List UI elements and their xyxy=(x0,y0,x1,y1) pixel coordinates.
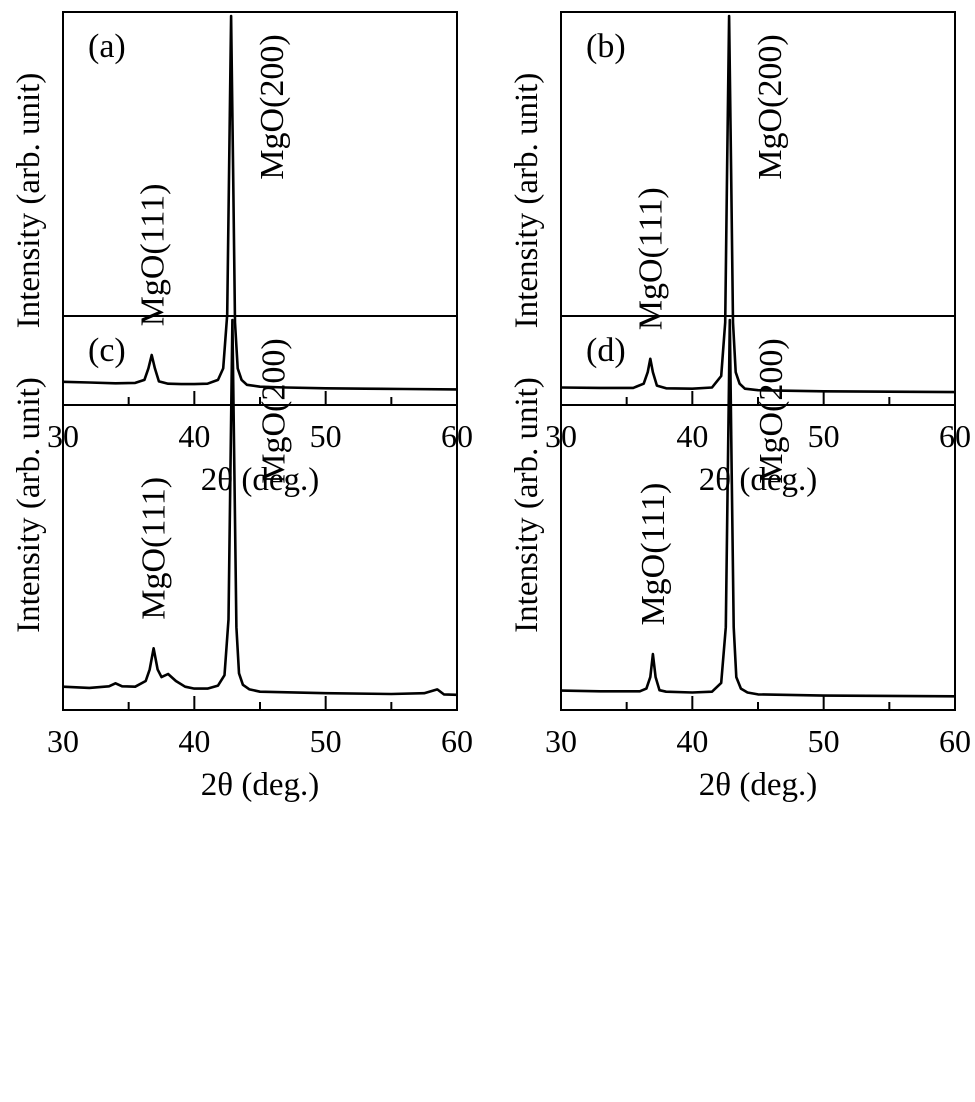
x-tick-label: 40 xyxy=(178,723,210,759)
peak-label: MgO(111) xyxy=(635,483,672,626)
panel-title: (c) xyxy=(88,332,126,369)
xrd-series-line xyxy=(62,318,458,697)
x-axis-label: 2θ (deg.) xyxy=(699,462,817,498)
x-tick-label: 50 xyxy=(808,723,840,759)
xrd-series-line xyxy=(560,318,956,698)
x-axis-label: 2θ (deg.) xyxy=(201,462,319,498)
y-axis-label: Intensity (arb. unit) xyxy=(11,377,47,633)
x-tick-label: 50 xyxy=(310,723,342,759)
y-axis-label: Intensity (arb. unit) xyxy=(11,73,47,329)
x-tick-label: 30 xyxy=(47,723,79,759)
y-axis-label: Intensity (arb. unit) xyxy=(509,377,545,633)
panel-title: (d) xyxy=(586,332,626,369)
peak-label: MgO(200) xyxy=(254,34,291,179)
x-tick-label: 50 xyxy=(310,418,342,454)
x-tick-label: 30 xyxy=(545,723,577,759)
peak-label: MgO(200) xyxy=(752,34,789,179)
peak-label: MgO(200) xyxy=(753,338,790,483)
x-tick-label: 50 xyxy=(808,418,840,454)
panel-title: (a) xyxy=(88,28,126,65)
x-axis-label: 2θ (deg.) xyxy=(201,767,319,803)
xrd-series-line xyxy=(62,14,458,391)
panel-title: (b) xyxy=(586,28,626,65)
xrd-series-line xyxy=(560,14,956,394)
peak-label: MgO(111) xyxy=(136,477,173,620)
peak-label: MgO(111) xyxy=(632,187,669,330)
peak-label: MgO(200) xyxy=(255,338,292,483)
x-tick-label: 60 xyxy=(441,723,473,759)
x-axis-label: 2θ (deg.) xyxy=(699,767,817,803)
x-tick-label: 40 xyxy=(178,418,210,454)
chart-panel-c: 30 40 50 60 2θ (deg.) Intensity (arb. unit) (c… xyxy=(11,315,473,803)
x-tick-label: 40 xyxy=(676,723,708,759)
x-tick-label: 40 xyxy=(676,418,708,454)
chart-panel-d: 30 40 50 60 2θ (deg.) Intensity (arb. unit) (d… xyxy=(509,315,971,803)
x-tick-label: 60 xyxy=(939,723,971,759)
peak-label: MgO(111) xyxy=(134,184,171,327)
y-axis-label: Intensity (arb. unit) xyxy=(509,73,545,329)
